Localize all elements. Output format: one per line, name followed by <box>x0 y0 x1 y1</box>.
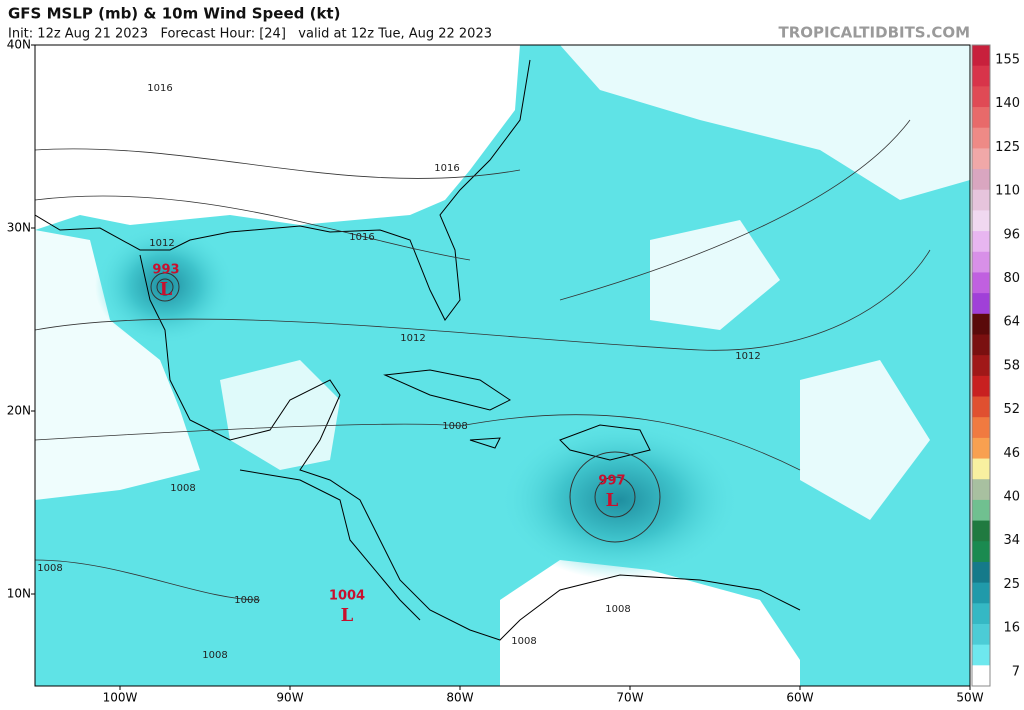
isobar-label: 1008 <box>511 636 536 647</box>
colorbar-label: 125 <box>995 140 1020 155</box>
low-symbol: L <box>160 279 173 300</box>
colorbar-label: 16 <box>1003 621 1020 636</box>
clear-area <box>35 45 520 230</box>
storm-shading <box>500 420 740 580</box>
colorbar-label: 58 <box>1003 358 1020 373</box>
clear-area <box>650 220 780 330</box>
colorbar-label: 7 <box>1012 664 1020 679</box>
colorbar-swatch <box>972 210 990 232</box>
title: GFS MSLP (mb) & 10m Wind Speed (kt) <box>8 5 340 23</box>
colorbar-label: 40 <box>1003 490 1020 505</box>
colorbar-swatch <box>972 231 990 253</box>
colorbar-swatch <box>972 272 990 294</box>
colorbar-label: 155 <box>995 53 1020 68</box>
colorbar-swatch <box>972 293 990 315</box>
colorbar-swatch <box>972 375 990 398</box>
colorbar-swatch <box>972 665 990 687</box>
subtitle: Init: 12z Aug 21 2023 Forecast Hour: [24… <box>8 27 492 42</box>
colorbar-swatch <box>972 313 990 335</box>
colorbar-swatch <box>972 169 990 191</box>
low-pressure: 997 <box>598 474 625 489</box>
isobar-label: 1016 <box>147 83 172 94</box>
map <box>35 45 970 686</box>
colorbar-swatch <box>972 541 990 563</box>
clear-area <box>560 45 970 200</box>
storm-shading <box>95 225 235 345</box>
isobar <box>569 451 661 543</box>
colorbar-swatch <box>972 189 990 211</box>
isobar-label: 1008 <box>37 563 62 574</box>
low-pressure: 1004 <box>329 589 365 604</box>
isobar-label: 1016 <box>434 163 459 174</box>
colorbar-swatch <box>972 520 990 542</box>
colorbar-label: 52 <box>1003 402 1020 417</box>
isobar-label: 1008 <box>234 595 259 606</box>
isobar-label: 1012 <box>735 351 760 362</box>
colorbar-swatch <box>972 334 990 356</box>
colorbar-swatch <box>972 65 990 87</box>
lat-label: 30N <box>7 221 31 235</box>
colorbar-swatch <box>972 107 990 129</box>
colorbar-swatch <box>972 86 990 108</box>
colorbar-frame <box>971 44 991 687</box>
colorbar-label: 34 <box>1003 533 1020 548</box>
site-name: TROPICALTIDBITS.COM <box>779 24 971 42</box>
colorbar-label: 64 <box>1003 315 1020 330</box>
colorbar-label: 96 <box>1003 227 1020 242</box>
lon-label: 80W <box>446 691 473 705</box>
isobar-label: 1012 <box>400 333 425 344</box>
colorbar-swatch <box>972 417 990 439</box>
colorbar-swatch <box>972 148 990 170</box>
isobar-label: 1008 <box>170 483 195 494</box>
low-pressure: 993 <box>152 263 179 278</box>
lon-label: 60W <box>786 691 813 705</box>
colorbar-swatch <box>972 355 990 377</box>
colorbar-swatch <box>972 561 990 584</box>
lat-label: 40N <box>7 38 31 52</box>
lat-label: 20N <box>7 404 31 418</box>
colorbar-label: 46 <box>1003 446 1020 461</box>
colorbar-label: 25 <box>1003 577 1020 592</box>
colorbar-swatch <box>972 437 990 460</box>
clear-area <box>500 560 800 686</box>
colorbar-swatch <box>972 458 990 480</box>
isobar <box>35 119 931 601</box>
lon-label: 90W <box>276 691 303 705</box>
lon-label: 70W <box>616 691 643 705</box>
colorbar-swatch <box>972 251 990 273</box>
low-symbol: L <box>341 605 354 626</box>
colorbar-swatch <box>972 127 990 149</box>
colorbar-label: 110 <box>995 184 1020 199</box>
lat-label: 10N <box>7 587 31 601</box>
low-symbol: L <box>606 490 619 511</box>
isobar-label: 1016 <box>349 232 374 243</box>
isobar <box>156 278 174 296</box>
isobar <box>594 476 636 518</box>
coastline <box>35 59 801 641</box>
clear-area <box>35 230 200 500</box>
axes: 40N 30N 20N 10N 100W 90W 80W 70W 60W 50W 1016 1016 1… <box>7 38 984 705</box>
lon-label: 50W <box>956 691 983 705</box>
map-frame <box>34 44 971 687</box>
isobar-label: 1008 <box>605 604 630 615</box>
colorbar-swatch <box>972 479 990 501</box>
colorbar-swatch <box>972 603 990 625</box>
lon-label: 100W <box>103 691 138 705</box>
colorbar-label: 140 <box>995 96 1020 111</box>
colorbar-swatch <box>972 396 990 418</box>
isobar <box>150 272 180 302</box>
colorbar-label: 80 <box>1003 271 1020 286</box>
colorbar-swatch <box>972 623 990 646</box>
isobar-label: 1012 <box>149 238 174 249</box>
colorbar: 155 140 125 110 96 80 64 58 52 46 40 34 25 16 7 <box>971 44 1020 687</box>
colorbar-swatch <box>972 582 990 604</box>
colorbar-swatch <box>972 644 990 666</box>
colorbar-swatch <box>972 45 990 67</box>
isobar-label: 1008 <box>442 421 467 432</box>
isobar-label: 1008 <box>202 650 227 661</box>
colorbar-swatch <box>972 499 990 522</box>
clear-area <box>800 360 930 520</box>
